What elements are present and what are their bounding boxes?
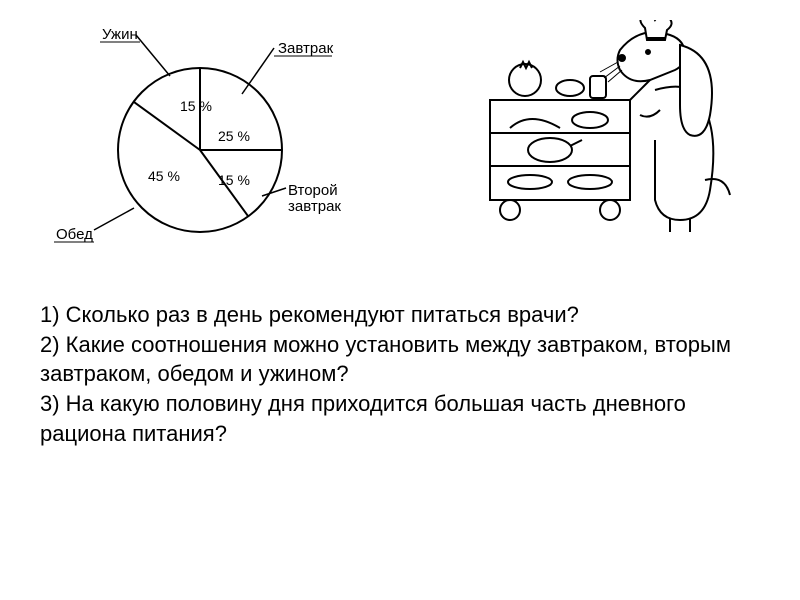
- pct-dinner: 15 %: [180, 98, 212, 114]
- pct-second-breakfast: 15 %: [218, 172, 250, 188]
- label-lunch: Обед: [56, 226, 93, 243]
- pct-breakfast: 25 %: [218, 128, 250, 144]
- dog-chef-illustration: [460, 20, 760, 240]
- label-breakfast: Завтрак: [278, 40, 333, 57]
- pct-lunch: 45 %: [148, 168, 180, 184]
- questions-block: 1) Сколько раз в день рекомендуют питать…: [0, 260, 800, 448]
- label-second-breakfast-2: завтрак: [288, 198, 341, 215]
- question-3: 3) На какую половину дня приходится боль…: [40, 389, 760, 448]
- dog-chef-icon: [470, 20, 750, 240]
- pie-chart: Ужин Завтрак Второй завтрак Обед 15 % 25…: [40, 20, 360, 260]
- label-second-breakfast-1: Второй: [288, 182, 338, 199]
- top-row: Ужин Завтрак Второй завтрак Обед 15 % 25…: [0, 0, 800, 260]
- question-2: 2) Какие соотношения можно установить ме…: [40, 330, 760, 389]
- question-1: 1) Сколько раз в день рекомендуют питать…: [40, 300, 760, 330]
- label-dinner: Ужин: [102, 26, 138, 43]
